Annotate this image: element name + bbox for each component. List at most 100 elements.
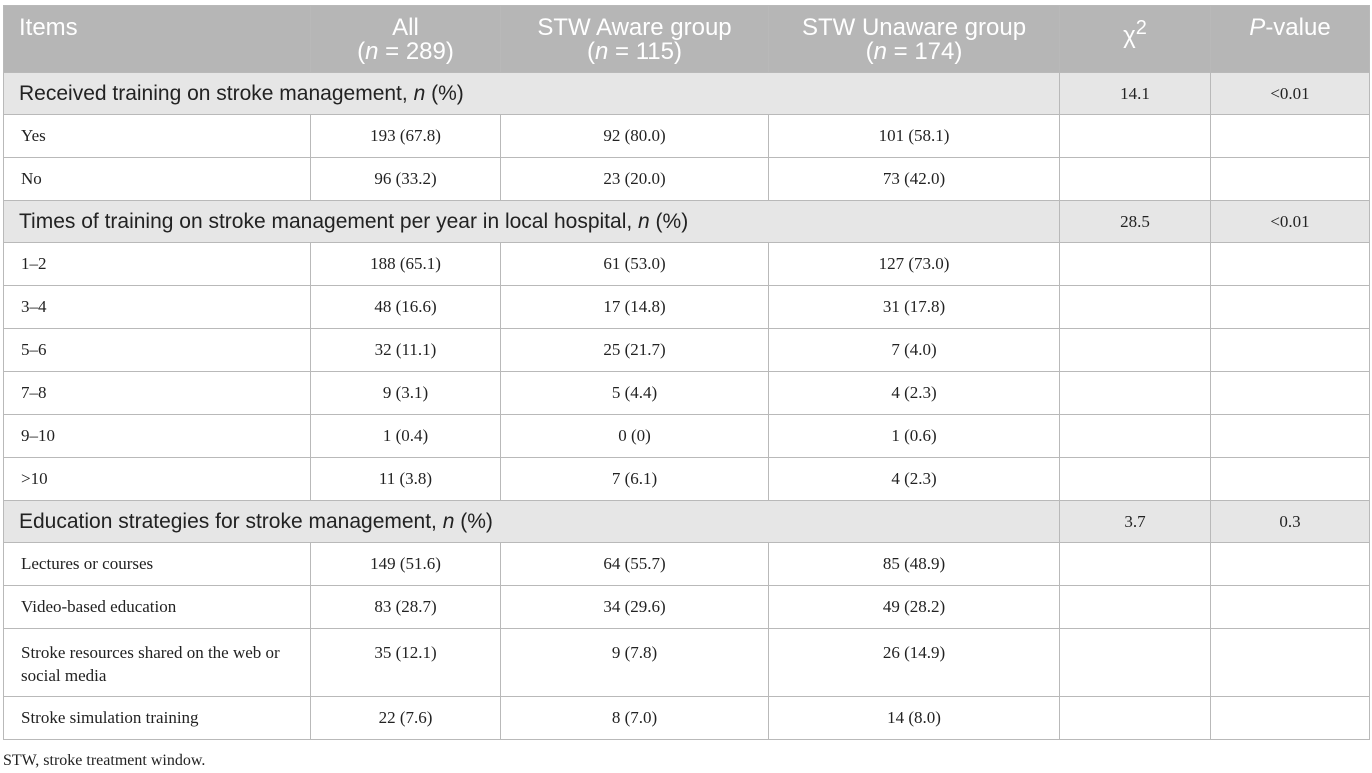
section-header-row: Times of training on stroke management p… — [3, 200, 1370, 243]
cell-pvalue — [1210, 242, 1370, 286]
cell-chi-square — [1059, 457, 1211, 501]
cell-chi-square — [1059, 328, 1211, 372]
cell-aware: 25 (21.7) — [500, 328, 769, 372]
cell-pvalue — [1210, 696, 1370, 740]
cell-all: 32 (11.1) — [310, 328, 501, 372]
section-chi-square: 3.7 — [1059, 500, 1211, 543]
row-label: Stroke resources shared on the web or so… — [3, 628, 311, 697]
cell-unaware: 101 (58.1) — [768, 114, 1060, 158]
table-row: No 96 (33.2) 23 (20.0) 73 (42.0) — [3, 157, 1370, 201]
table-row: 1–2 188 (65.1) 61 (53.0) 127 (73.0) — [3, 242, 1370, 286]
header-pvalue: P-value — [1210, 5, 1370, 73]
cell-unaware: 127 (73.0) — [768, 242, 1060, 286]
cell-all: 48 (16.6) — [310, 285, 501, 329]
row-label: Lectures or courses — [3, 542, 311, 586]
header-unaware: STW Unaware group (n = 174) — [768, 5, 1060, 73]
cell-all: 1 (0.4) — [310, 414, 501, 458]
table-row: Stroke simulation training 22 (7.6) 8 (7.0… — [3, 696, 1370, 740]
section-pvalue: 0.3 — [1210, 500, 1370, 543]
table-row: 9–10 1 (0.4) 0 (0) 1 (0.6) — [3, 414, 1370, 458]
table-row: 7–8 9 (3.1) 5 (4.4) 4 (2.3) — [3, 371, 1370, 415]
cell-unaware: 49 (28.2) — [768, 585, 1060, 629]
cell-unaware: 1 (0.6) — [768, 414, 1060, 458]
cell-aware: 8 (7.0) — [500, 696, 769, 740]
cell-aware: 0 (0) — [500, 414, 769, 458]
cell-unaware: 73 (42.0) — [768, 157, 1060, 201]
cell-chi-square — [1059, 414, 1211, 458]
row-label: 1–2 — [3, 242, 311, 286]
cell-aware: 23 (20.0) — [500, 157, 769, 201]
table-row: 5–6 32 (11.1) 25 (21.7) 7 (4.0) — [3, 328, 1370, 372]
cell-unaware: 31 (17.8) — [768, 285, 1060, 329]
section-pvalue: <0.01 — [1210, 72, 1370, 115]
cell-all: 96 (33.2) — [310, 157, 501, 201]
cell-all: 11 (3.8) — [310, 457, 501, 501]
section-chi-square: 14.1 — [1059, 72, 1211, 115]
table-row: 3–4 48 (16.6) 17 (14.8) 31 (17.8) — [3, 285, 1370, 329]
row-label: No — [3, 157, 311, 201]
table-body: Received training on stroke management, … — [3, 72, 1370, 740]
cell-aware: 5 (4.4) — [500, 371, 769, 415]
cell-unaware: 7 (4.0) — [768, 328, 1060, 372]
row-label: 7–8 — [3, 371, 311, 415]
table-container: Items All (n = 289) STW Aware group (n =… — [3, 5, 1370, 740]
cell-unaware: 14 (8.0) — [768, 696, 1060, 740]
cell-pvalue — [1210, 414, 1370, 458]
section-title: Times of training on stroke management p… — [3, 200, 1060, 243]
table-row: >10 11 (3.8) 7 (6.1) 4 (2.3) — [3, 457, 1370, 501]
cell-chi-square — [1059, 157, 1211, 201]
header-aware-label: STW Aware group — [537, 14, 732, 41]
row-label: Video-based education — [3, 585, 311, 629]
row-label: 5–6 — [3, 328, 311, 372]
header-chi-square: χ2 — [1059, 5, 1211, 73]
section-header-row: Received training on stroke management, … — [3, 72, 1370, 115]
table-row: Video-based education 83 (28.7) 34 (29.6) 4… — [3, 585, 1370, 629]
cell-all: 193 (67.8) — [310, 114, 501, 158]
row-label: Yes — [3, 114, 311, 158]
cell-aware: 92 (80.0) — [500, 114, 769, 158]
section-title: Received training on stroke management, … — [3, 72, 1060, 115]
cell-pvalue — [1210, 628, 1370, 697]
cell-pvalue — [1210, 371, 1370, 415]
row-label: 9–10 — [3, 414, 311, 458]
cell-unaware: 4 (2.3) — [768, 371, 1060, 415]
header-aware-n: (n = 115) — [587, 38, 682, 65]
header-all: All (n = 289) — [310, 5, 501, 73]
cell-all: 22 (7.6) — [310, 696, 501, 740]
cell-all: 9 (3.1) — [310, 371, 501, 415]
section-chi-square: 28.5 — [1059, 200, 1211, 243]
table-row: Lectures or courses 149 (51.6) 64 (55.7) 85… — [3, 542, 1370, 586]
cell-pvalue — [1210, 114, 1370, 158]
section-title: Education strategies for stroke manageme… — [3, 500, 1060, 543]
cell-chi-square — [1059, 628, 1211, 697]
footnote: STW, stroke treatment window. — [3, 752, 206, 769]
cell-aware: 61 (53.0) — [500, 242, 769, 286]
cell-unaware: 26 (14.9) — [768, 628, 1060, 697]
cell-all: 35 (12.1) — [310, 628, 501, 697]
cell-unaware: 4 (2.3) — [768, 457, 1060, 501]
header-all-label: All — [392, 14, 419, 41]
table-row: Stroke resources shared on the web or so… — [3, 628, 1370, 697]
cell-chi-square — [1059, 285, 1211, 329]
cell-aware: 34 (29.6) — [500, 585, 769, 629]
header-all-n: (n = 289) — [357, 38, 454, 65]
cell-pvalue — [1210, 457, 1370, 501]
cell-chi-square — [1059, 696, 1211, 740]
cell-pvalue — [1210, 285, 1370, 329]
section-pvalue: <0.01 — [1210, 200, 1370, 243]
row-label: >10 — [3, 457, 311, 501]
cell-all: 188 (65.1) — [310, 242, 501, 286]
header-items: Items — [3, 5, 311, 73]
cell-chi-square — [1059, 242, 1211, 286]
cell-pvalue — [1210, 585, 1370, 629]
cell-pvalue — [1210, 542, 1370, 586]
cell-aware: 9 (7.8) — [500, 628, 769, 697]
header-row: Items All (n = 289) STW Aware group (n =… — [3, 5, 1370, 73]
cell-all: 149 (51.6) — [310, 542, 501, 586]
table-row: Yes 193 (67.8) 92 (80.0) 101 (58.1) — [3, 114, 1370, 158]
cell-chi-square — [1059, 371, 1211, 415]
cell-unaware: 85 (48.9) — [768, 542, 1060, 586]
cell-chi-square — [1059, 585, 1211, 629]
row-label: 3–4 — [3, 285, 311, 329]
cell-all: 83 (28.7) — [310, 585, 501, 629]
